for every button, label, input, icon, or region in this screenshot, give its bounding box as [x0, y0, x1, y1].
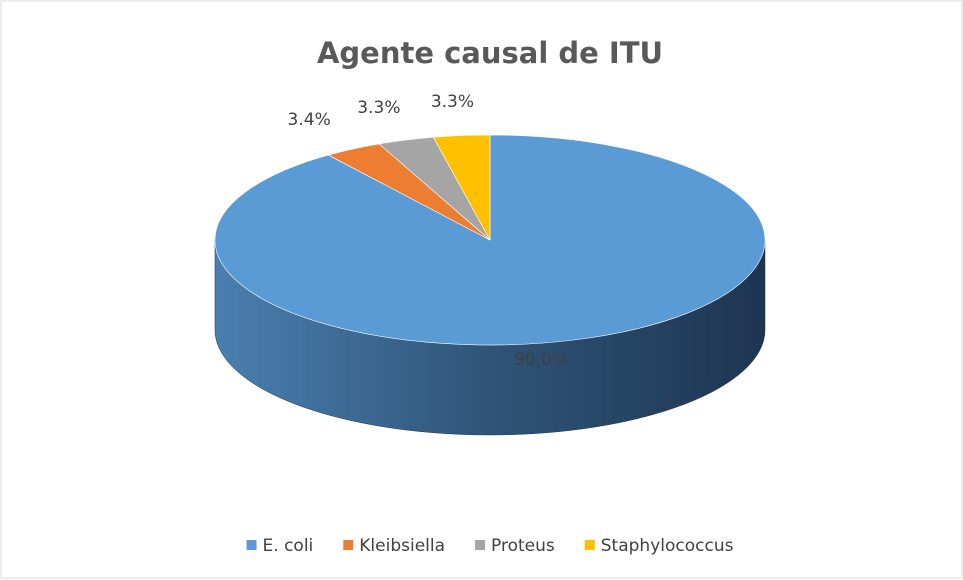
legend-swatch	[343, 540, 354, 550]
legend-swatch	[475, 540, 486, 550]
data-label: 3.3%	[431, 92, 474, 112]
chart-title: Agente causal de ITU	[317, 36, 663, 70]
legend-label: E. coli	[263, 536, 314, 556]
slice	[432, 134, 491, 241]
legend-swatch	[584, 540, 595, 550]
legend-label: Staphylococcus	[601, 536, 734, 556]
legend-label: Kleibsiella	[359, 536, 445, 556]
data-label: 3.4%	[288, 110, 331, 130]
legend-swatch	[246, 540, 257, 550]
data-label: 3.3%	[357, 98, 400, 118]
legend-label: Proteus	[491, 536, 555, 556]
data-label: 90.0%	[514, 350, 568, 370]
